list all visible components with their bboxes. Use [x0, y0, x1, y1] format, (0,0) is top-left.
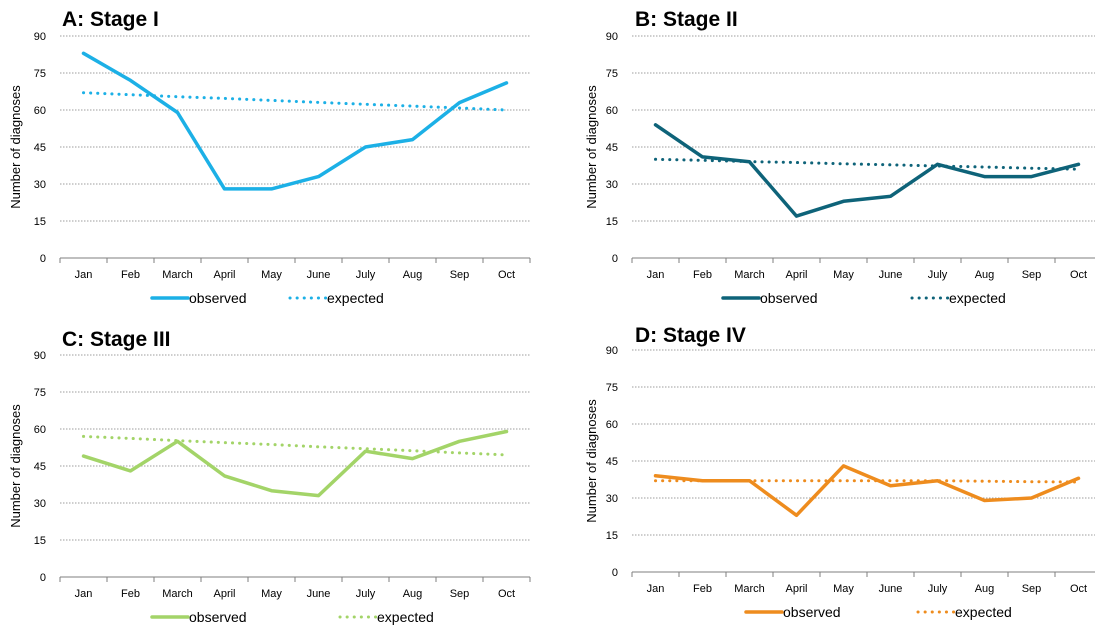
x-tick-label: Sep — [1022, 269, 1042, 281]
y-tick-label: 60 — [34, 105, 46, 117]
x-tick-label: Aug — [403, 588, 423, 600]
x-tick-label: March — [162, 588, 193, 600]
chart-panel-1: A: Stage I 0 15 30 45 60 75 90 Jan Feb March April M… — [8, 8, 531, 306]
y-tick-label: 30 — [34, 179, 46, 191]
series-line-observed — [653, 123, 1081, 218]
x-tick-label: Sep — [450, 588, 470, 600]
x-tick-label: March — [162, 269, 193, 281]
y-tick-label: 75 — [34, 387, 46, 399]
x-tick-label: July — [928, 269, 948, 281]
series-line-observed — [81, 429, 509, 498]
x-tick-label: April — [785, 583, 807, 595]
y-tick-label: 45 — [606, 456, 618, 468]
x-tick-label: March — [734, 583, 765, 595]
y-axis-label: Number of diagnoses — [584, 399, 599, 523]
y-tick-label: 45 — [34, 461, 46, 473]
x-tick-label: Jan — [647, 269, 665, 281]
y-tick-label: 90 — [606, 345, 618, 357]
chart-panel-3: C: Stage III 0 15 30 45 60 75 90 Jan Feb March Apri… — [8, 328, 531, 625]
legend-label-expected: expected — [955, 604, 1012, 620]
x-tick-label: April — [213, 269, 235, 281]
series-line-expected — [82, 434, 508, 457]
x-tick-label: June — [879, 583, 903, 595]
x-tick-label: Oct — [1070, 583, 1087, 595]
series-line-expected — [654, 157, 1080, 171]
chart-title: B: Stage II — [635, 8, 738, 31]
y-tick-label: 0 — [612, 567, 618, 579]
x-tick-label: May — [261, 588, 282, 600]
x-tick-label: Jan — [75, 269, 93, 281]
x-tick-label: Sep — [450, 269, 470, 281]
chart-title: D: Stage IV — [635, 324, 746, 347]
x-tick-label: March — [734, 269, 765, 281]
y-tick-label: 15 — [606, 530, 618, 542]
y-tick-label: 30 — [34, 498, 46, 510]
chart-panel-4: D: Stage IV 0 15 30 45 60 75 90 Jan Feb March April… — [584, 324, 1095, 620]
legend-label-observed: observed — [760, 290, 818, 306]
x-tick-label: Jan — [75, 588, 93, 600]
legend-label-observed: observed — [783, 604, 841, 620]
x-tick-label: July — [356, 269, 376, 281]
y-axis-label: Number of diagnoses — [8, 404, 23, 528]
x-tick-label: June — [307, 269, 331, 281]
x-tick-label: May — [833, 583, 854, 595]
y-tick-label: 30 — [606, 179, 618, 191]
x-tick-label: Oct — [1070, 269, 1087, 281]
y-tick-label: 15 — [34, 535, 46, 547]
y-tick-label: 0 — [40, 253, 46, 265]
y-tick-label: 45 — [34, 142, 46, 154]
y-tick-label: 75 — [606, 68, 618, 80]
legend-label-observed: observed — [189, 290, 247, 306]
x-tick-label: Aug — [975, 583, 995, 595]
x-tick-label: May — [833, 269, 854, 281]
y-tick-label: 15 — [606, 216, 618, 228]
y-tick-label: 75 — [606, 382, 618, 394]
legend-label-expected: expected — [949, 290, 1006, 306]
legend-label-expected: expected — [377, 609, 434, 625]
chart-panel-2: B: Stage II 0 15 30 45 60 75 90 Jan Feb March April… — [584, 8, 1095, 306]
x-tick-label: Aug — [975, 269, 995, 281]
series-line-observed — [653, 464, 1081, 518]
y-tick-label: 60 — [606, 105, 618, 117]
x-tick-label: April — [213, 588, 235, 600]
x-tick-label: Sep — [1022, 583, 1042, 595]
y-tick-label: 90 — [606, 31, 618, 43]
y-tick-label: 0 — [612, 253, 618, 265]
x-tick-label: Jan — [647, 583, 665, 595]
chart-title: C: Stage III — [62, 328, 171, 351]
x-tick-label: May — [261, 269, 282, 281]
x-tick-label: Oct — [498, 588, 515, 600]
y-tick-label: 0 — [40, 572, 46, 584]
x-tick-label: Feb — [121, 269, 140, 281]
y-tick-label: 75 — [34, 68, 46, 80]
series-line-expected — [654, 479, 1080, 484]
y-tick-label: 30 — [606, 493, 618, 505]
x-tick-label: April — [785, 269, 807, 281]
y-tick-label: 15 — [34, 216, 46, 228]
series-line-observed — [81, 51, 509, 191]
y-axis-label: Number of diagnoses — [584, 85, 599, 209]
x-tick-label: Feb — [121, 588, 140, 600]
y-tick-label: 60 — [606, 419, 618, 431]
y-axis-label: Number of diagnoses — [8, 85, 23, 209]
x-tick-label: Oct — [498, 269, 515, 281]
y-tick-label: 90 — [34, 31, 46, 43]
chart-title: A: Stage I — [62, 8, 159, 31]
y-tick-label: 45 — [606, 142, 618, 154]
x-tick-label: June — [307, 588, 331, 600]
y-tick-label: 90 — [34, 350, 46, 362]
x-tick-label: Feb — [693, 269, 712, 281]
x-tick-label: July — [356, 588, 376, 600]
x-tick-label: Aug — [403, 269, 423, 281]
x-tick-label: June — [879, 269, 903, 281]
x-tick-label: Feb — [693, 583, 712, 595]
legend-label-observed: observed — [189, 609, 247, 625]
y-tick-label: 60 — [34, 424, 46, 436]
x-tick-label: July — [928, 583, 948, 595]
legend-label-expected: expected — [327, 290, 384, 306]
series-line-expected — [82, 91, 508, 112]
